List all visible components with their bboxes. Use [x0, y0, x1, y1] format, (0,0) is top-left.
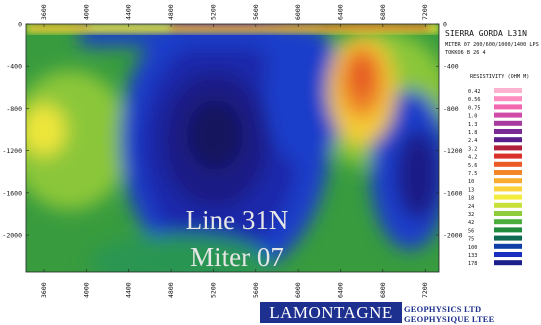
chart-title: SIERRA GORDA L31N	[445, 29, 527, 38]
legend-swatch	[494, 161, 522, 167]
legend-swatch	[494, 243, 522, 249]
legend-level-label: 1.8	[468, 130, 477, 136]
x-tick-label-bottom: 3600	[40, 282, 48, 298]
x-tick-label-top: 7200	[421, 4, 429, 20]
legend-level-label: 5.6	[468, 163, 477, 169]
x-tick-label-bottom: 7200	[421, 282, 429, 298]
logo-subtitle-french: GEOPHYSIQUE LTEE	[404, 314, 495, 324]
plot-area	[26, 24, 439, 272]
legend-level-label: 178	[468, 261, 477, 267]
legend-level-label: 7.5	[468, 171, 477, 177]
x-tick-label-top: 5200	[209, 4, 217, 20]
y-tick-label-left: -2000	[2, 232, 22, 240]
legend-swatch	[494, 120, 522, 126]
legend-level-label: 0.56	[468, 97, 481, 103]
y-tick-label-left: -800	[6, 105, 22, 113]
x-tick-label-top: 4800	[167, 4, 175, 20]
legend-level-label: 56	[468, 228, 474, 234]
y-tick-label-right: -800	[443, 105, 459, 113]
legend-swatch	[494, 153, 522, 159]
x-tick-label-bottom: 6400	[337, 282, 345, 298]
chart-subtitle-1: MITER 07 200/600/1000/1400 LPS	[445, 42, 539, 48]
legend-swatch	[494, 170, 522, 175]
y-tick-label-left: 0	[18, 21, 22, 29]
x-tick-label-top: 4400	[125, 4, 133, 20]
legend-level-label: 24	[468, 204, 474, 210]
x-tick-label-bottom: 5200	[209, 282, 217, 298]
x-tick-label-top: 6800	[379, 4, 387, 20]
legend-swatch	[494, 178, 522, 184]
x-tick-label-bottom: 4000	[82, 282, 90, 298]
legend-swatch	[494, 260, 522, 266]
legend-swatch	[494, 145, 522, 151]
legend-swatch	[494, 104, 522, 110]
x-tick-label-bottom: 4400	[125, 282, 133, 298]
x-tick-label-top: 5600	[252, 4, 260, 20]
legend-swatch	[494, 211, 522, 216]
legend-level-label: 4.2	[468, 155, 477, 161]
company-logo: LAMONTAGNE	[260, 302, 402, 323]
resistivity-legend: 0.42 0.56 0.75 1.0 1.3 1.8 2.4 3.2 4.2 5.6 7.5 10 13…	[468, 88, 522, 267]
chart-subtitle-2: TOKKO6 B 26 4	[445, 50, 486, 56]
legend-level-label: 3.2	[468, 146, 477, 152]
y-tick-label-right: -2000	[443, 232, 463, 240]
x-tick-label-top: 3600	[40, 4, 48, 20]
logo-wordmark: LAMONTAGNE	[269, 302, 393, 322]
legend-swatch	[494, 227, 522, 233]
legend-swatch	[494, 202, 522, 208]
y-tick-label-left: -400	[6, 63, 22, 71]
y-axis-right: 0 -400 -800 -1200 -1600 -2000	[436, 21, 463, 240]
x-tick-label-bottom: 6000	[294, 282, 302, 298]
legend-swatch	[494, 96, 522, 102]
y-tick-label-right: -400	[443, 63, 459, 71]
y-tick-label-right: -1600	[443, 189, 463, 197]
legend-level-label: 1.0	[468, 114, 477, 120]
legend-level-label: 13	[468, 187, 474, 193]
legend-level-label: 32	[468, 212, 474, 218]
legend-level-label: 1.3	[468, 122, 477, 128]
legend-level-label: 100	[468, 245, 477, 251]
legend-level-label: 0.75	[468, 105, 481, 111]
legend-level-label: 42	[468, 220, 474, 226]
legend-swatch	[494, 235, 522, 241]
legend-level-label: 2.4	[468, 138, 477, 144]
legend-title: RESISTIVITY (OHM M)	[470, 74, 529, 80]
y-tick-label-right: 0	[443, 21, 447, 29]
legend-level-label: 18	[468, 196, 474, 202]
legend-level-label: 10	[468, 179, 474, 185]
legend-swatch	[494, 88, 522, 93]
legend-swatch	[494, 194, 522, 200]
overlay-survey-label: Miter 07	[190, 242, 284, 272]
legend-swatch	[494, 137, 522, 143]
y-tick-label-right: -1200	[443, 147, 463, 155]
y-tick-label-left: -1200	[2, 147, 22, 155]
y-tick-label-left: -1600	[2, 189, 22, 197]
y-axis-left: 0 -400 -800 -1200 -1600 -2000	[2, 21, 29, 240]
overlay-line-label: Line 31N	[186, 205, 289, 235]
x-tick-label-bottom: 4800	[167, 282, 175, 298]
x-tick-label-bottom: 5600	[252, 282, 260, 298]
x-axis-bottom: 3600 4000 4400 4800 5200 5600 6000 6400 6800 7200	[40, 269, 429, 298]
x-tick-label-top: 4000	[82, 4, 90, 20]
legend-swatch	[494, 112, 522, 118]
x-tick-label-bottom: 6800	[379, 282, 387, 298]
x-tick-label-top: 6000	[294, 4, 302, 20]
legend-swatch	[494, 219, 522, 225]
legend-level-label: 0.42	[468, 89, 481, 95]
legend-swatch	[494, 252, 522, 257]
legend-swatch	[494, 129, 522, 134]
x-tick-label-top: 6400	[337, 4, 345, 20]
logo-subtitle-english: GEOPHYSICS LTD	[404, 304, 482, 314]
x-axis-top: 3600 4000 4400 4800 5200 5600 6000 6400 6800 7200	[40, 4, 429, 27]
legend-level-label: 75	[468, 237, 474, 243]
legend-swatch	[494, 186, 522, 192]
legend-level-label: 133	[468, 253, 477, 259]
